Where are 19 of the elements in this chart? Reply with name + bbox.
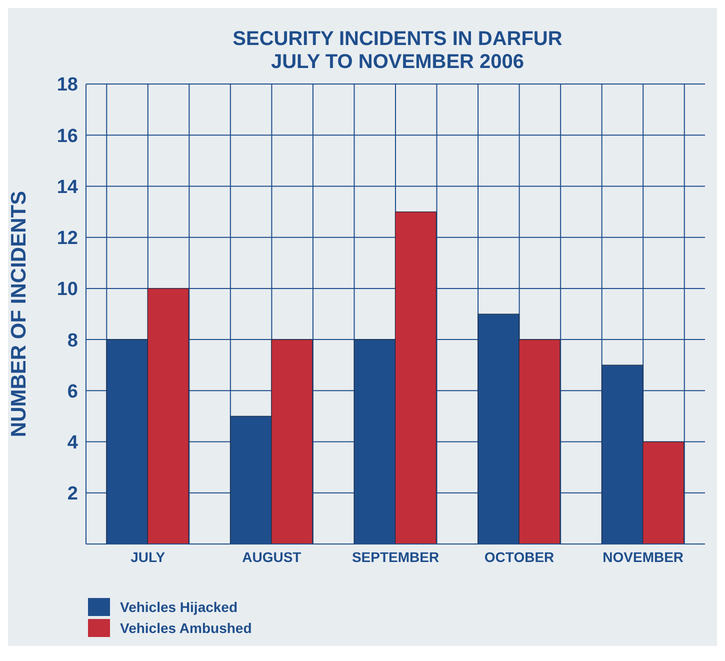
legend-label: Vehicles Hijacked — [120, 599, 238, 615]
x-tick-label: OCTOBER — [484, 548, 554, 565]
y-tick-label: 8 — [67, 330, 78, 352]
x-tick-label: SEPTEMBER — [352, 548, 440, 565]
y-tick-label: 2 — [67, 484, 78, 505]
y-tick-label: 14 — [56, 176, 78, 198]
chart-title: SECURITY INCIDENTS IN DARFUR — [232, 28, 564, 51]
x-tick-label: NOVEMBER — [602, 548, 684, 565]
y-tick-label: 6 — [67, 381, 78, 402]
x-tick-label: JULY — [130, 548, 166, 565]
legend-label: Vehicles Ambushed — [120, 620, 252, 636]
x-tick-label: AUGUST — [242, 548, 302, 565]
y-tick-label: 18 — [56, 74, 78, 96]
y-tick-label: 16 — [56, 126, 78, 147]
y-tick-label: 10 — [56, 279, 78, 300]
y-tick-label: 12 — [56, 228, 78, 250]
y-axis-title: NUMBER OF INCIDENTS — [7, 190, 30, 438]
chart-subtitle: JULY TO NOVEMBER 2006 — [270, 51, 526, 74]
y-tick-label: 4 — [67, 432, 78, 454]
